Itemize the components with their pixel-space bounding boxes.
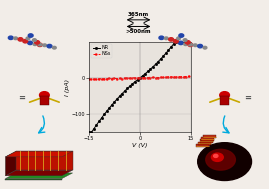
Circle shape (33, 43, 37, 46)
NR (189, 40, 193, 43)
NR (185, 40, 188, 43)
Circle shape (43, 44, 47, 46)
Circle shape (28, 41, 33, 45)
Line: NSs: NSs (88, 75, 192, 80)
Circle shape (33, 39, 36, 41)
NSs (92, 78, 95, 80)
Circle shape (174, 40, 178, 43)
Circle shape (198, 44, 203, 48)
Circle shape (206, 149, 235, 170)
Circle shape (178, 41, 183, 45)
Circle shape (28, 34, 33, 37)
NSs (185, 75, 188, 78)
Circle shape (26, 37, 30, 40)
Y-axis label: I (pA): I (pA) (65, 78, 70, 95)
Circle shape (214, 154, 218, 157)
NSs (181, 75, 184, 78)
NR (106, 109, 109, 111)
Circle shape (14, 37, 17, 40)
NSs (94, 78, 97, 80)
Circle shape (220, 92, 229, 98)
Circle shape (169, 38, 174, 41)
Circle shape (8, 36, 13, 40)
Polygon shape (5, 170, 73, 176)
Line: NR: NR (88, 41, 192, 133)
NSs (107, 77, 110, 79)
Circle shape (35, 41, 40, 44)
Circle shape (164, 37, 168, 40)
FancyBboxPatch shape (203, 135, 216, 138)
Circle shape (211, 153, 223, 161)
Circle shape (52, 46, 56, 49)
Circle shape (189, 43, 192, 46)
Circle shape (198, 143, 252, 180)
NR (91, 129, 94, 131)
NR (114, 99, 118, 101)
Circle shape (174, 40, 178, 42)
X-axis label: V (V): V (V) (132, 143, 148, 148)
FancyBboxPatch shape (201, 137, 214, 141)
Polygon shape (5, 179, 62, 180)
NSs (189, 75, 193, 78)
Text: =: = (18, 94, 25, 103)
Polygon shape (5, 151, 73, 157)
Circle shape (183, 39, 187, 41)
Circle shape (177, 37, 180, 40)
NSs (91, 78, 94, 81)
Circle shape (47, 44, 52, 48)
Circle shape (37, 43, 42, 46)
Text: 365nm: 365nm (128, 12, 149, 17)
Polygon shape (16, 151, 73, 170)
Circle shape (18, 38, 23, 41)
FancyBboxPatch shape (200, 139, 213, 143)
Circle shape (193, 44, 197, 46)
Legend: NR, NSs: NR, NSs (91, 44, 112, 58)
Circle shape (23, 40, 27, 42)
NSs (115, 77, 118, 80)
Circle shape (159, 36, 164, 40)
NR (87, 131, 90, 133)
Circle shape (179, 34, 184, 37)
NR (174, 40, 177, 43)
Text: =: = (244, 94, 251, 103)
Circle shape (185, 41, 190, 44)
Polygon shape (5, 151, 16, 176)
Circle shape (184, 43, 187, 46)
NR (181, 40, 184, 43)
Circle shape (23, 40, 28, 43)
FancyBboxPatch shape (220, 96, 229, 105)
Circle shape (203, 46, 207, 49)
Text: >500nm: >500nm (126, 29, 151, 34)
NR (93, 126, 97, 128)
Circle shape (38, 43, 42, 46)
FancyBboxPatch shape (40, 96, 49, 105)
Circle shape (40, 92, 49, 98)
FancyBboxPatch shape (198, 142, 211, 145)
NSs (187, 75, 190, 77)
FancyBboxPatch shape (196, 144, 209, 147)
NSs (87, 78, 90, 80)
Circle shape (188, 43, 193, 46)
Polygon shape (5, 173, 73, 179)
